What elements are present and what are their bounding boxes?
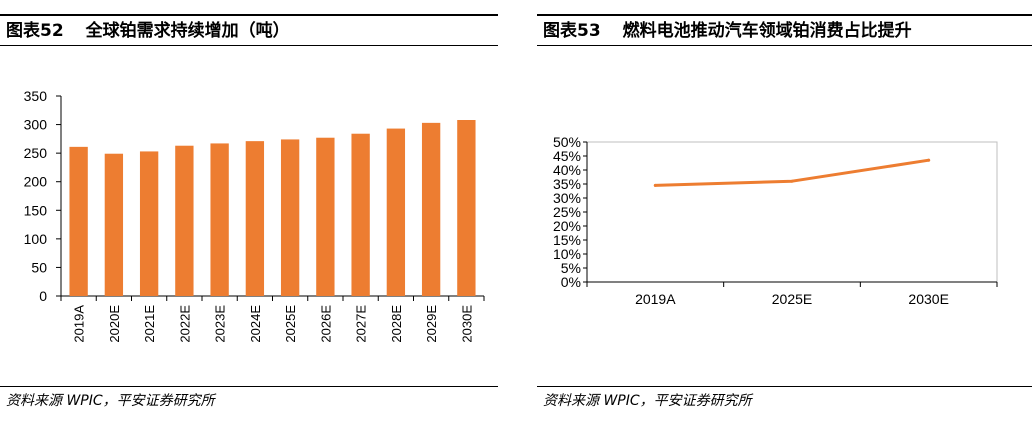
x-tick-label: 2022E: [177, 305, 192, 343]
data-point-2025E: [790, 179, 794, 183]
bar-2022E: [175, 145, 194, 296]
y-tick-label: 300: [24, 117, 48, 133]
figure-label: 图表52: [6, 21, 64, 41]
chart-panel-left: 图表52 全球铂需求持续增加（吨） 0 50 100 150 200 250 300 350 20…: [0, 0, 498, 421]
source-note: 资料来源 WPIC，平安证券研究所: [6, 393, 215, 409]
x-tick-label: 2023E: [213, 305, 228, 343]
x-tick-label: 2028E: [389, 305, 404, 343]
source-note: 资料来源 WPIC，平安证券研究所: [543, 393, 752, 409]
y-tick-label: 0: [39, 288, 47, 304]
top-rule: [537, 14, 1032, 16]
title-rule: [537, 45, 1032, 46]
figure-label: 图表53: [543, 21, 601, 41]
x-tick-label: 2029E: [424, 305, 439, 343]
chart-title: 图表52 全球铂需求持续增加（吨）: [6, 18, 290, 44]
figure-title: 燃料电池推动汽车领域铂消费占比提升: [622, 21, 912, 41]
bar-2023E: [210, 143, 229, 296]
x-tick-label: 2030E: [908, 291, 948, 307]
x-tick-label: 2021E: [142, 305, 157, 343]
bottom-rule: [0, 386, 498, 387]
y-tick-label: 50: [31, 259, 47, 275]
data-point-2019A: [653, 183, 657, 187]
figure-title: 全球铂需求持续增加（吨）: [85, 21, 290, 41]
y-tick-label: 30%: [553, 190, 581, 206]
top-rule: [0, 14, 498, 16]
x-tick-label: 2026E: [318, 305, 333, 343]
line-chart: 0%5%10%15%20%25%30%35%40%45%50% 2019A 2025…: [553, 134, 998, 307]
y-tick-label: 40%: [553, 162, 581, 178]
x-tick-label: 2019A: [72, 305, 87, 343]
bar-2025E: [280, 139, 300, 296]
title-rule: [0, 45, 498, 46]
y-tick-label: 5%: [561, 260, 581, 276]
data-point-2030E: [927, 158, 931, 162]
bar-2030E: [457, 120, 476, 296]
plot-frame: [586, 141, 998, 283]
x-tick-label: 2027E: [354, 305, 369, 343]
y-tick-label: 350: [24, 88, 48, 104]
bar-2024E: [245, 141, 265, 296]
bottom-rule: [537, 386, 1032, 387]
x-tick-label: 2024E: [248, 305, 263, 343]
y-tick-label: 15%: [553, 232, 581, 248]
bar-2020E: [104, 153, 124, 296]
y-tick-label: 100: [24, 231, 48, 247]
y-tick-label: 45%: [553, 148, 581, 164]
bar-2027E: [351, 133, 370, 296]
y-tick-label: 25%: [553, 204, 581, 220]
y-tick-label: 150: [24, 202, 48, 218]
y-tick-label: 250: [24, 145, 48, 161]
y-tick-label: 0%: [561, 274, 581, 290]
chart-panel-right: 图表53 燃料电池推动汽车领域铂消费占比提升 0% 5% 10% 15% 20% 25% 30…: [537, 0, 1032, 421]
bar-2029E: [421, 122, 441, 296]
y-tick-label: 50%: [553, 134, 581, 150]
y-tick-label: 10%: [553, 246, 581, 262]
x-tick-label: 2025E: [283, 305, 298, 343]
bar-2021E: [139, 151, 159, 296]
x-tick-label: 2019A: [635, 291, 676, 307]
chart-title: 图表53 燃料电池推动汽车领域铂消费占比提升: [543, 18, 912, 44]
bar-2028E: [386, 128, 406, 296]
y-tick-label: 20%: [553, 218, 581, 234]
y-tick-label: 35%: [553, 176, 581, 192]
x-tick-label: 2025E: [772, 291, 812, 307]
bar-2026E: [316, 137, 335, 296]
y-tick-label: 200: [24, 174, 48, 190]
x-tick-label: 2020E: [107, 305, 122, 343]
x-tick-label: 2030E: [459, 305, 474, 343]
bar-chart: 0 50 100 150 200 250 300 350 2019A 2020E 2021E 2022…: [24, 88, 485, 343]
bar-2019A: [69, 146, 88, 296]
